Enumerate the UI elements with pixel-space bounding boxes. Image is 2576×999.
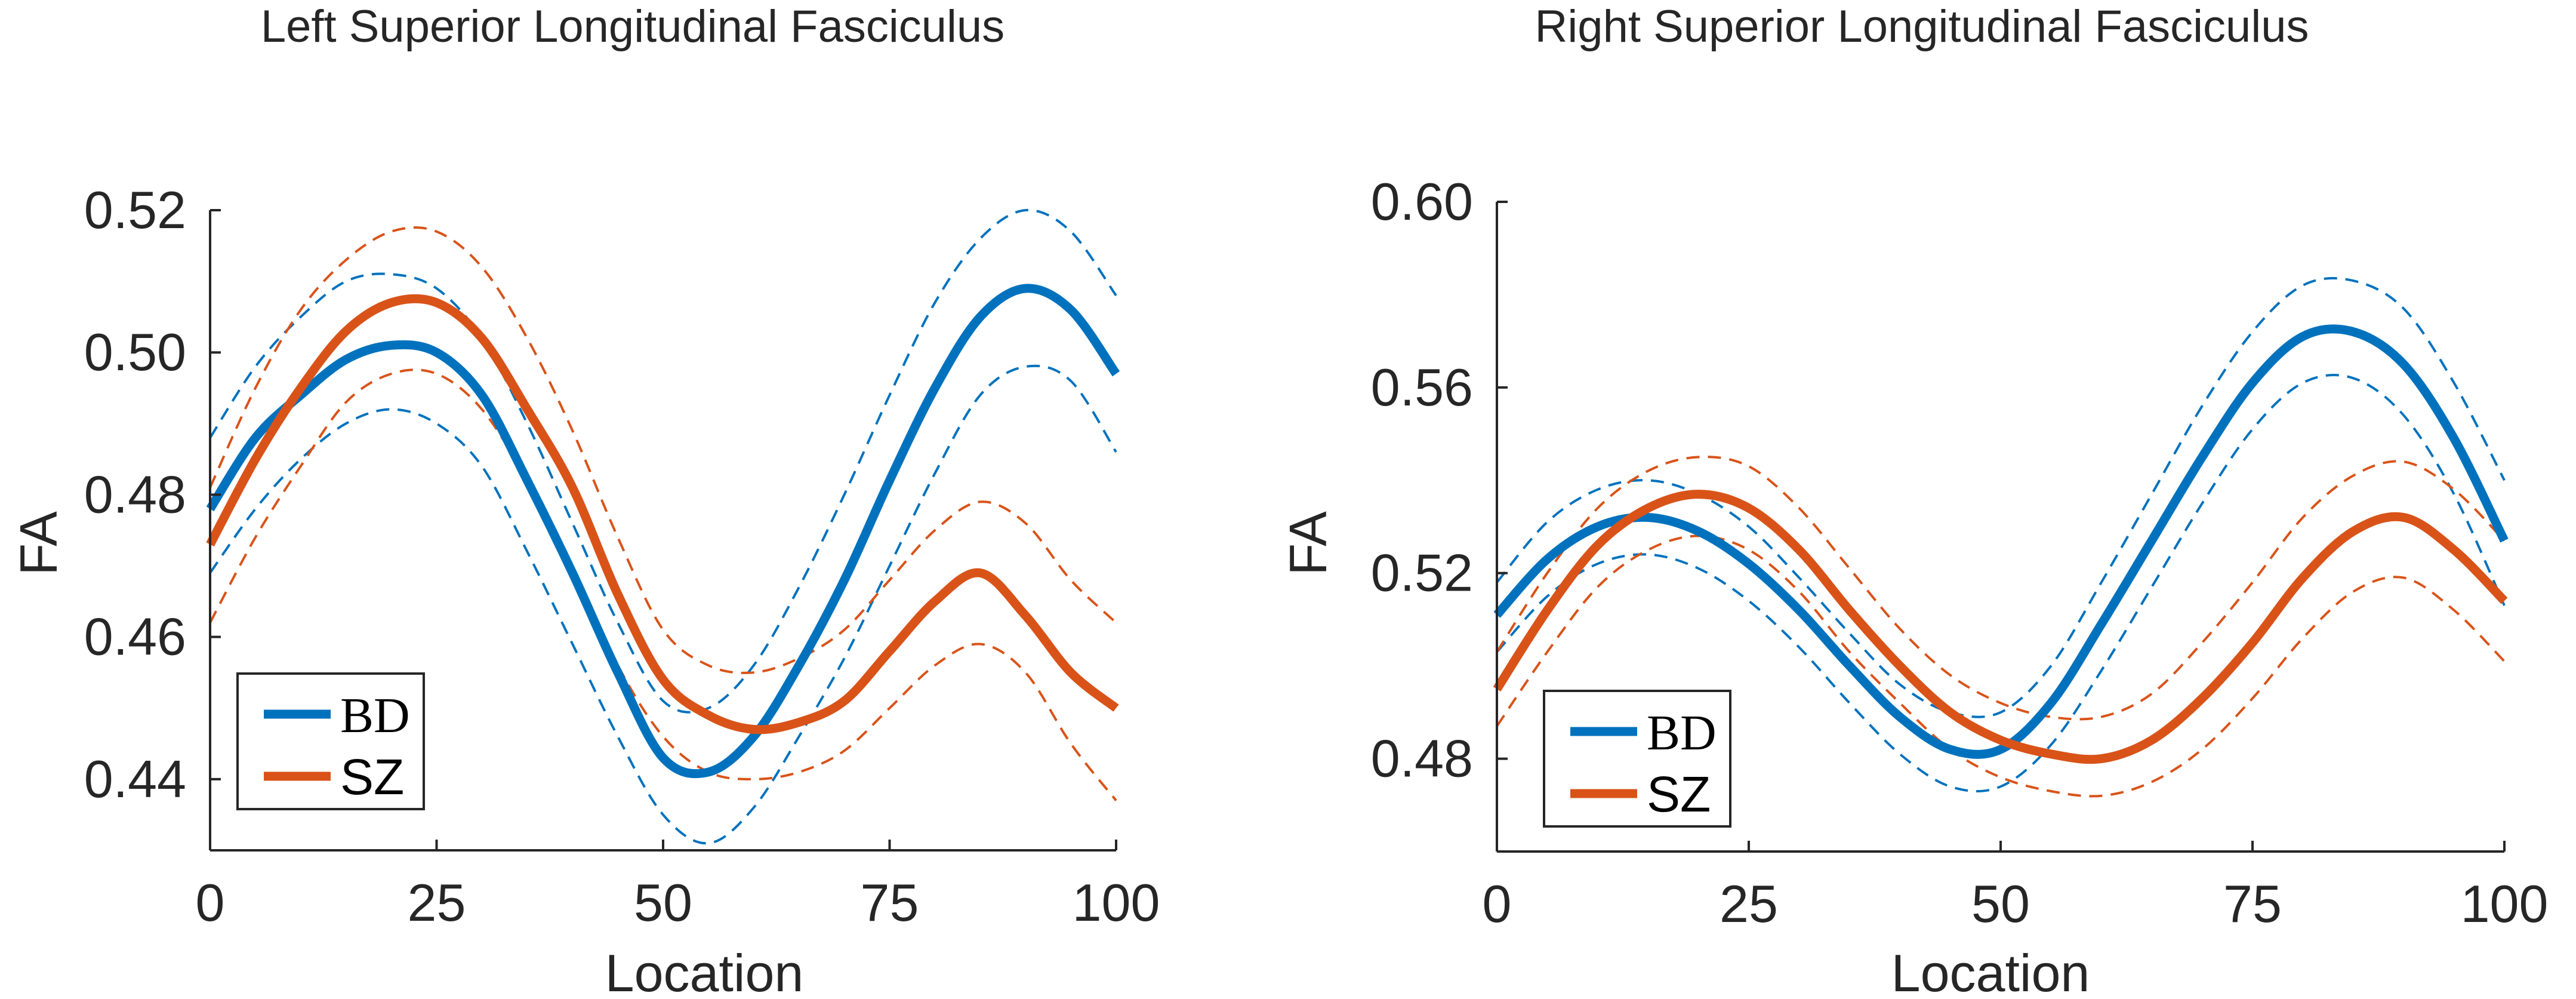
right-x-tick-label: 75 [2223, 874, 2282, 933]
right-x-tick-label: 0 [1483, 874, 1512, 933]
left-legend: BD SZ [236, 672, 425, 810]
right-legend-bd-label: BD [1647, 705, 1717, 761]
right-bd-upper-bound [1496, 276, 2506, 718]
right-x-tick-label: 100 [2461, 874, 2549, 933]
left-x-tick-label: 100 [1073, 873, 1160, 932]
left-x-tick-label: 50 [634, 873, 692, 932]
left-chart-title: Left Superior Longitudinal Fasciculus [261, 1, 1004, 52]
right-legend-sz-label: SZ [1647, 766, 1711, 822]
right-x-axis-label: Location [1891, 943, 2090, 999]
right-x-tick-label: 50 [1971, 874, 2030, 933]
left-bd-upper-bound [209, 208, 1117, 714]
right-chart-title: Right Superior Longitudinal Fasciculus [1535, 1, 2309, 52]
left-sz-lower-bound [209, 368, 1117, 801]
left-y-tick-label: 0.48 [84, 465, 186, 524]
right-legend-box [1543, 690, 1731, 828]
left-y-tick-label: 0.52 [84, 180, 186, 239]
right-chart-panel: Right Superior Longitudinal Fasciculus 0… [1278, 1, 2548, 999]
right-axes: 0 25 50 75 100 0.48 0.52 0.56 0.60 [1371, 172, 2549, 933]
right-y-tick-label: 0.56 [1371, 358, 1473, 417]
left-bd-mean-line [206, 284, 1120, 779]
left-legend-sz-label: SZ [340, 749, 404, 805]
left-y-axis-label: FA [9, 511, 68, 576]
left-series-layer [206, 208, 1120, 845]
left-sz-upper-bound [209, 226, 1117, 674]
left-legend-bd-label: BD [340, 688, 410, 743]
left-x-tick-label: 75 [861, 873, 919, 932]
right-x-tick-label: 25 [1720, 874, 1778, 933]
right-y-axis-label: FA [1278, 511, 1338, 576]
left-y-tick-label: 0.50 [84, 322, 186, 382]
right-y-tick-label: 0.60 [1371, 172, 1473, 231]
left-chart-panel: Left Superior Longitudinal Fasciculus 0 2… [9, 1, 1160, 999]
left-y-tick-label: 0.44 [84, 749, 186, 809]
right-bd-mean-line [1493, 324, 2509, 759]
right-sz-lower-bound [1496, 534, 2506, 798]
left-axes: 0 25 50 75 100 0.44 0.46 0.48 0.50 0.52 [84, 180, 1160, 932]
right-y-tick-label: 0.52 [1371, 543, 1473, 603]
left-x-tick-label: 25 [408, 873, 466, 932]
right-bd-lower-bound [1496, 373, 2506, 792]
right-series-layer [1493, 276, 2509, 798]
left-sz-mean-line [206, 294, 1119, 734]
right-y-tick-label: 0.48 [1371, 729, 1473, 788]
left-y-tick-label: 0.46 [84, 607, 186, 666]
left-x-tick-label: 0 [196, 873, 225, 932]
left-bd-lower-bound [209, 364, 1117, 845]
right-sz-mean-line [1493, 490, 2508, 764]
left-legend-box [236, 672, 425, 810]
left-x-axis-label: Location [605, 943, 804, 999]
right-sz-upper-bound [1496, 456, 2506, 721]
